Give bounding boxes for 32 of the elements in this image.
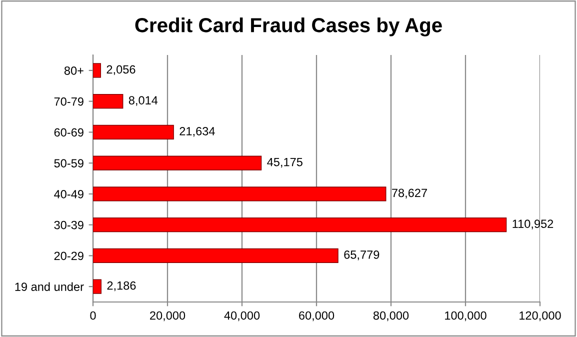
data-label: 110,952 — [512, 220, 554, 230]
data-label: 2,186 — [107, 281, 136, 292]
bar — [93, 279, 102, 294]
bar — [93, 218, 507, 232]
bar — [93, 156, 262, 170]
y-tick-label: 50-59 — [54, 159, 84, 168]
x-tick-label: 100,000 — [445, 311, 486, 322]
data-label: 2,056 — [106, 65, 136, 75]
y-tick-label: 40-49 — [54, 190, 84, 198]
y-tick-label: 19 and under — [15, 282, 84, 291]
chart-title: Credit Card Fraud Cases by Age — [135, 18, 442, 36]
y-tick-label: 80+ — [64, 66, 84, 75]
x-tick-label: 40,000 — [224, 311, 260, 322]
data-label: 45,175 — [267, 158, 302, 168]
y-tick-label: 30-39 — [54, 220, 84, 230]
data-label: 8,014 — [128, 96, 158, 106]
data-label: 78,627 — [392, 188, 427, 198]
bar — [93, 124, 174, 140]
y-tick-label: 70-79 — [54, 97, 84, 106]
bar — [93, 186, 386, 202]
x-tick-label: 20,000 — [150, 311, 186, 322]
y-tick-label: 20-29 — [54, 252, 84, 260]
data-label: 21,634 — [180, 126, 215, 137]
y-tick-label: 60-69 — [54, 128, 84, 137]
bar — [93, 248, 338, 263]
data-label: 65,779 — [344, 250, 380, 260]
x-tick-label: 0 — [90, 311, 96, 320]
bar — [93, 63, 102, 78]
bar — [93, 94, 124, 109]
x-tick-label: 120,000 — [520, 311, 561, 322]
x-tick-label: 80,000 — [373, 311, 409, 322]
x-tick-label: 60,000 — [299, 311, 334, 322]
